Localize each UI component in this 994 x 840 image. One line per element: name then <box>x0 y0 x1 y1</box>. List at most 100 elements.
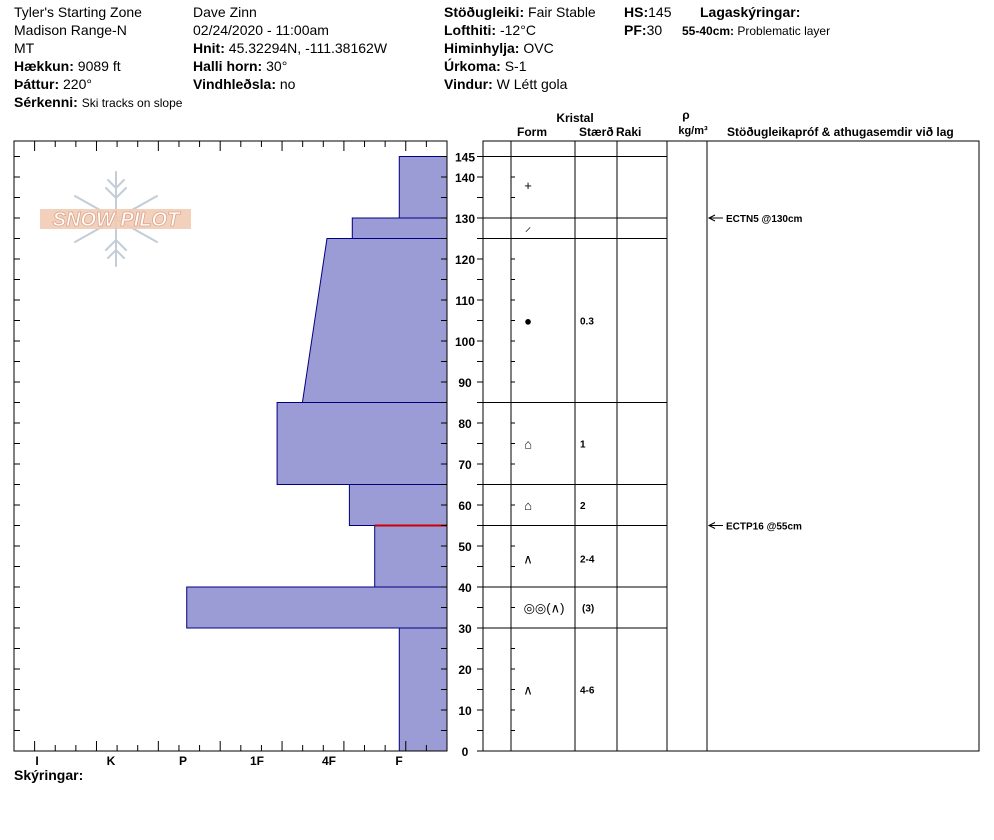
stability-test-label: ECTP16 @55cm <box>726 522 802 533</box>
depth-tick-label: 40 <box>458 581 472 595</box>
range-name: Madison Range-N <box>14 22 127 38</box>
hs-label: HS: <box>624 4 649 20</box>
stability-tests: ECTN5 @130cm ECTP16 @55cm <box>707 214 803 533</box>
hardness-profile <box>186 156 448 752</box>
stability-value: Fair Stable <box>528 4 596 20</box>
grain-size: 1 <box>580 440 586 451</box>
hardness-tick-label: 4F <box>322 754 336 768</box>
aspect-label: Þáttur: <box>14 76 60 92</box>
grain-size: (3) <box>582 604 594 615</box>
precip-label: Úrkoma: <box>444 58 501 74</box>
depth-tick-label: 100 <box>455 335 475 349</box>
depth-tick-label: 20 <box>458 663 472 677</box>
airtemp-label: Lofthiti: <box>444 22 497 38</box>
arrowhead-icon <box>707 214 716 222</box>
pf-value: 30 <box>646 22 663 38</box>
aspect-value: 220° <box>63 76 92 92</box>
sky-label: Himinhylja: <box>444 40 520 56</box>
grain-form-icon: ⸝ <box>525 219 532 234</box>
grain-size: 2-4 <box>580 554 595 565</box>
depth-tick-label: 50 <box>458 540 472 554</box>
wind: Vindur: W Létt gola <box>444 76 567 92</box>
grain-form-icon: + <box>524 178 532 193</box>
grain-size: 4-6 <box>580 686 595 697</box>
elevation: Hækkun: 9089 ft <box>14 58 121 74</box>
depth-tick-label: 130 <box>455 212 475 226</box>
arrowhead-icon <box>707 522 716 529</box>
stability: Stöðugleiki: Fair Stable <box>444 4 596 20</box>
state-name: MT <box>14 40 35 56</box>
depth-tick-label: 30 <box>458 622 472 636</box>
depth-tick-label: 80 <box>458 417 472 431</box>
snow-height: HS:145 <box>624 4 671 20</box>
features-label: Sérkenni: <box>14 94 78 110</box>
stability-label: Stöðugleiki: <box>444 4 525 20</box>
hs-value: 145 <box>648 4 672 20</box>
sky-cover: Himinhylja: OVC <box>444 40 554 56</box>
size-header: Stærð <box>579 125 614 139</box>
wind-label: Vindur: <box>444 76 493 92</box>
logo-band <box>40 209 191 229</box>
layer-table-frame <box>482 140 980 752</box>
wind-loading: Vindhleðsla: no <box>193 76 295 92</box>
layer-notes-label: Lagaskýringar: <box>700 4 801 20</box>
rho-header: ρ <box>682 108 689 122</box>
hardness-axis-labels: I K P 1F 4F F <box>35 754 402 768</box>
density-header: kg/m³ <box>678 125 708 137</box>
features: Sérkenni: Ski tracks on slope <box>14 94 182 111</box>
depth-tick-label: 145 <box>455 151 475 165</box>
grain-form-icon: ⌂ <box>524 437 532 452</box>
elevation-label: Hækkun: <box>14 58 74 74</box>
wind-loading-label: Vindhleðsla: <box>193 76 276 92</box>
depth-tick-label: 140 <box>455 171 475 185</box>
depth-tick-label: 60 <box>458 499 472 513</box>
hardness-bar <box>398 156 448 219</box>
hardness-bar <box>374 525 448 588</box>
depth-tick-label: 90 <box>458 376 472 390</box>
hardness-tick-label: K <box>107 754 116 768</box>
coords-label: Hnit: <box>193 40 225 56</box>
depth-axis-labels: 0 10 20 30 40 50 60 70 80 90 100 110 120 130 140 145 <box>455 151 475 760</box>
air-temp: Lofthiti: -12°C <box>444 22 536 38</box>
hardness-bar <box>348 484 448 526</box>
observation-datetime: 02/24/2020 - 11:00am <box>193 22 329 38</box>
hardness-bar <box>276 402 448 485</box>
hardness-bar <box>301 238 448 403</box>
slope-label: Halli horn: <box>193 58 263 74</box>
grain-form-icon: ∧ <box>523 551 533 566</box>
crystal-header: Kristal <box>556 111 593 125</box>
form-header: Form <box>517 125 547 139</box>
hardness-tick-label: F <box>395 754 402 768</box>
hardness-tick-label: P <box>179 754 187 768</box>
hardness-tick-label: I <box>35 754 38 768</box>
airtemp-value: -12°C <box>499 22 536 38</box>
legend-label: Skýringar: <box>14 767 84 783</box>
table-depth-ticks <box>511 156 515 752</box>
hardness-plot-frame <box>13 140 448 752</box>
slope-angle: Halli horn: 30° <box>193 58 287 74</box>
coords-value: 45.32294N, -111.38162W <box>228 40 388 56</box>
grain-size: 0.3 <box>580 317 594 328</box>
hardness-bar <box>351 217 448 239</box>
slope-value: 30° <box>266 58 288 74</box>
stability-test-label: ECTN5 @130cm <box>726 214 803 225</box>
pf-label: PF: <box>624 22 647 38</box>
grain-form-icon: ∧ <box>523 683 533 698</box>
precipitation: Úrkoma: S-1 <box>444 58 526 74</box>
depth-ticks <box>14 156 483 752</box>
depth-tick-label: 70 <box>458 458 472 472</box>
layer-note-text: Problematic layer <box>737 24 831 38</box>
aspect: Þáttur: 220° <box>14 76 92 92</box>
depth-tick-label: 110 <box>455 294 475 308</box>
grain-rows: + ⸝ ● 0.3 ⌂ 1 ⌂ 2 ∧ 2-4 ◎◎(∧) (3) ∧ 4-6 <box>523 178 595 697</box>
snowpilot-logo: SNOW PILOT <box>53 209 181 231</box>
grain-form-icon: ⌂ <box>524 498 532 513</box>
sky-value: OVC <box>523 40 554 56</box>
hardness-ticks <box>13 141 427 751</box>
precip-value: S-1 <box>504 58 527 74</box>
wind-value: W Létt gola <box>496 76 568 92</box>
coordinates: Hnit: 45.32294N, -111.38162W <box>193 40 387 56</box>
observer-name: Dave Zinn <box>193 4 257 20</box>
layer-note-range: 55-40cm: <box>682 24 735 38</box>
